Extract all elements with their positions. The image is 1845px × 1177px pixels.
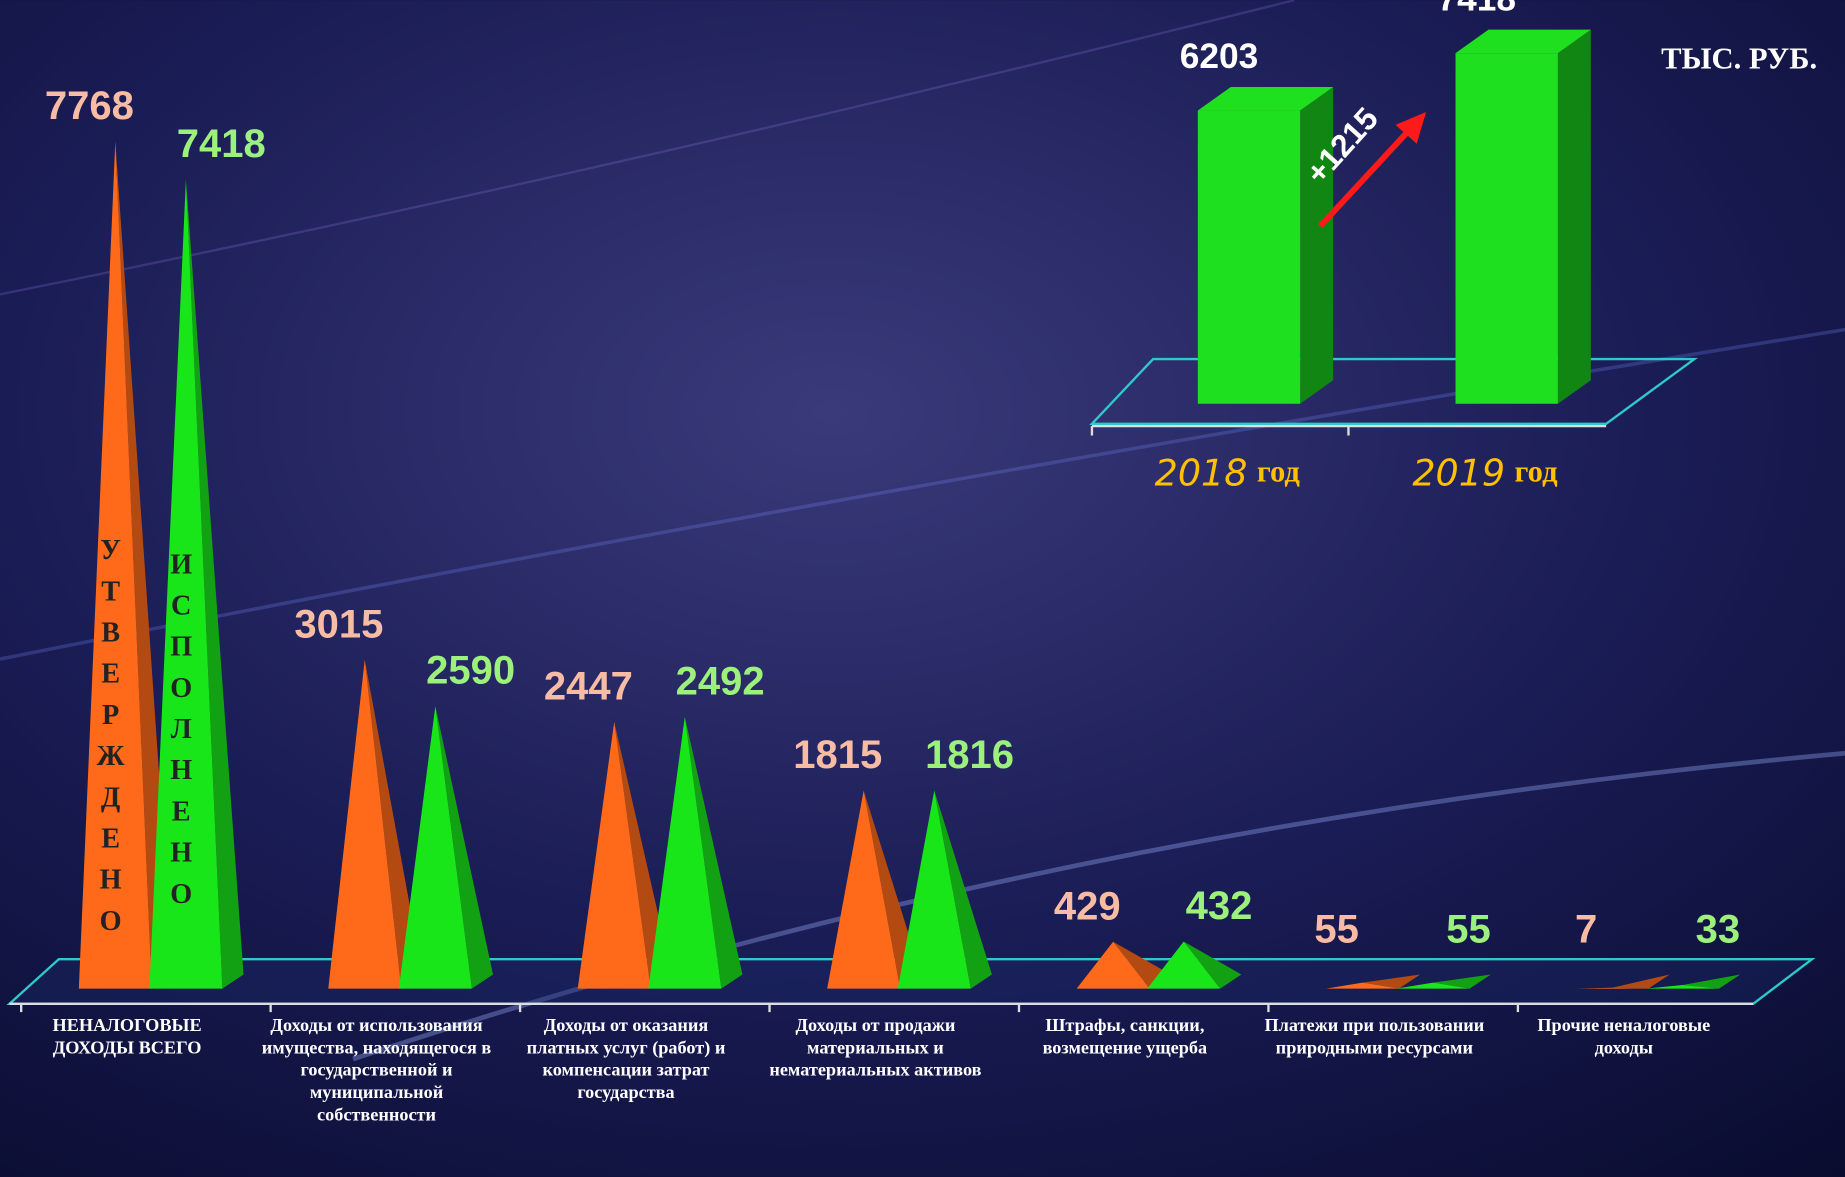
value-label: 2492 xyxy=(676,659,765,703)
value-label: 33 xyxy=(1696,908,1741,952)
pyramid xyxy=(1575,987,1649,989)
inset-floor xyxy=(1089,357,1698,425)
value-label: 1815 xyxy=(793,733,882,777)
value-label: 2447 xyxy=(544,664,633,708)
x-label-box: Платежи при пользовании природными ресур… xyxy=(1264,1015,1485,1058)
pyramid-side xyxy=(1612,974,1670,989)
value-label: 6203 xyxy=(1180,37,1259,76)
bar-side xyxy=(1300,87,1334,404)
pyramid-side xyxy=(1682,974,1741,989)
x-label-box: Доходы от использования имущества, наход… xyxy=(261,1015,492,1126)
x-tick-label: НЕНАЛОГОВЫЕ ДОХОДЫ ВСЕГО xyxy=(52,1015,202,1058)
pyramid xyxy=(1326,982,1400,989)
x-tick-label: 2019 xyxy=(1412,451,1505,494)
x-tick-suffix: год xyxy=(1515,454,1559,488)
pyramid-side xyxy=(435,706,494,989)
pyramid-side xyxy=(1183,941,1242,989)
pyramid xyxy=(1147,941,1221,989)
x-tick-suffix: год xyxy=(1257,454,1301,488)
pyramid xyxy=(1076,941,1150,989)
pyramid xyxy=(1396,982,1470,989)
value-label: 2590 xyxy=(426,649,515,693)
pyramid xyxy=(398,706,472,989)
bar-side xyxy=(1557,29,1591,404)
pyramid xyxy=(328,659,402,989)
value-label: 7418 xyxy=(177,122,266,166)
value-label: 7 xyxy=(1575,908,1597,952)
value-label: 55 xyxy=(1314,908,1359,952)
bar-top xyxy=(1455,29,1591,54)
x-tick-label: 2018 xyxy=(1155,451,1248,494)
bar-top xyxy=(1197,87,1334,111)
pyramid xyxy=(827,790,901,989)
x-tick-label: Доходы от продажи материальных и нематер… xyxy=(769,1015,982,1081)
pyramid xyxy=(149,179,223,989)
x-tick-label: Доходы от оказания платных услуг (работ)… xyxy=(526,1015,726,1103)
x-tick-label-group: 2018 год xyxy=(1155,451,1301,494)
pyramid-side xyxy=(1362,974,1421,989)
value-label: 3015 xyxy=(294,602,383,646)
pyramid xyxy=(897,790,971,989)
light-streak xyxy=(352,750,1845,1062)
pyramid-side xyxy=(115,141,173,989)
value-label: 432 xyxy=(1186,884,1253,928)
x-tick-label: Платежи при пользовании природными ресур… xyxy=(1264,1015,1485,1058)
value-label: 7418 xyxy=(1437,0,1516,19)
x-tick-label-group: 2019 год xyxy=(1412,451,1558,494)
pyramid xyxy=(648,716,722,989)
x-label-box: Штрафы, санкции, возмещение ущерба xyxy=(1042,1015,1208,1058)
pyramid-side xyxy=(684,716,743,989)
x-tick-label: Штрафы, санкции, возмещение ущерба xyxy=(1042,1015,1208,1058)
arrow-head xyxy=(1395,111,1427,144)
value-label: 7768 xyxy=(45,84,134,128)
x-tick-label: Доходы от использования имущества, наход… xyxy=(261,1015,492,1126)
value-label: 55 xyxy=(1446,908,1491,952)
x-tick-label: Прочие неналоговые доходы xyxy=(1537,1015,1711,1058)
x-label-box: НЕНАЛОГОВЫЕ ДОХОДЫ ВСЕГО xyxy=(52,1015,202,1058)
x-label-box: Прочие неналоговые доходы xyxy=(1537,1015,1711,1058)
x-label-box: Доходы от продажи материальных и нематер… xyxy=(769,1015,982,1081)
x-label-box: Доходы от оказания платных услуг (работ)… xyxy=(526,1015,726,1103)
pyramid-side xyxy=(934,790,992,989)
bar xyxy=(1455,53,1558,404)
pyramid-side xyxy=(185,179,244,989)
unit-label: ТЫС. РУБ. xyxy=(1661,41,1817,75)
pyramid xyxy=(577,721,651,989)
value-label: 429 xyxy=(1054,884,1121,928)
bar xyxy=(1197,110,1301,404)
pyramid-side xyxy=(364,659,423,989)
light-streak xyxy=(0,0,1295,296)
pyramid-side xyxy=(1433,974,1491,989)
arrow xyxy=(1318,127,1412,229)
pyramid xyxy=(1646,984,1720,989)
value-label: 1816 xyxy=(925,733,1014,777)
pyramid xyxy=(78,141,152,989)
